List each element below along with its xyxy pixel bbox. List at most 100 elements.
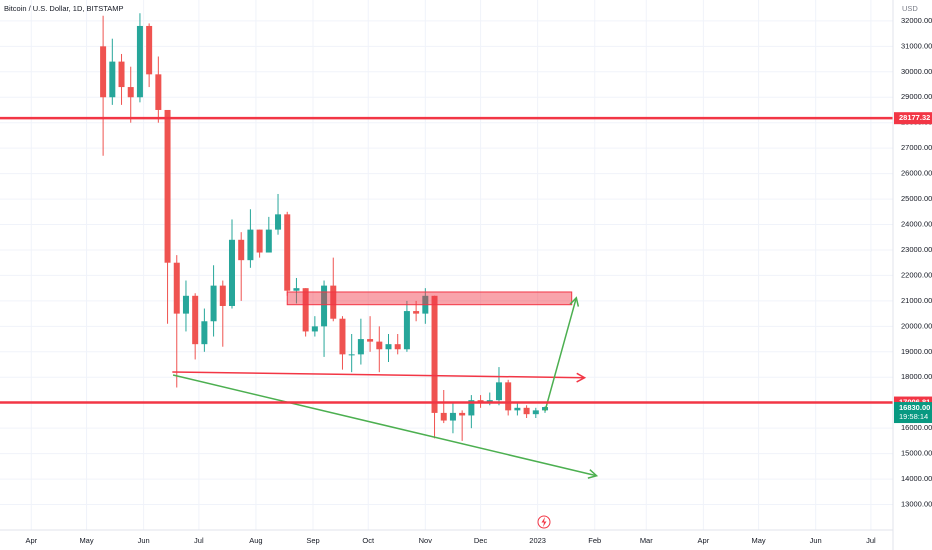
candle-body [155, 74, 162, 110]
price-badge-label: 17006.81 [899, 398, 930, 407]
y-tick-label: 24000.00 [901, 220, 932, 229]
countdown-label: 19:58:14 [899, 412, 928, 421]
x-tick-label: 2023 [529, 536, 546, 545]
y-tick-label: 16000.00 [901, 423, 932, 432]
y-tick-label: 31000.00 [901, 41, 932, 50]
candle-body [394, 344, 401, 350]
candle-body [210, 285, 217, 322]
grid [0, 0, 893, 530]
candle-body [164, 109, 171, 263]
candle-body [311, 326, 318, 332]
price-badge-label: 28177.32 [899, 113, 930, 122]
y-tick-label: 26000.00 [901, 169, 932, 178]
x-tick-label: Jul [866, 536, 876, 545]
trend-line [172, 374, 597, 477]
y-tick-label: 18000.00 [901, 372, 932, 381]
candle-body [339, 318, 346, 355]
y-tick-label: 20000.00 [901, 321, 932, 330]
x-tick-label: Aug [249, 536, 262, 545]
candle-body [100, 46, 107, 98]
candle-body [228, 239, 235, 306]
y-tick-label: 32000.00 [901, 16, 932, 25]
candle-body [449, 412, 456, 421]
x-tick-label: Jul [194, 536, 204, 545]
x-tick-label: Nov [419, 536, 433, 545]
arrow-head [576, 372, 587, 383]
x-tick-label: Jun [810, 536, 822, 545]
candle-body [302, 288, 309, 332]
candle-body [523, 407, 530, 415]
candle-body [109, 61, 116, 98]
x-tick-label: Dec [474, 536, 488, 545]
candle-body [136, 25, 143, 98]
candle-body [413, 311, 420, 314]
y-tick-label: 13000.00 [901, 500, 932, 509]
x-tick-label: Apr [698, 536, 710, 545]
candle-body [201, 321, 208, 345]
trend-line [544, 297, 578, 412]
candle-body [284, 214, 291, 291]
y-tick-label: 14000.00 [901, 474, 932, 483]
candle-body [385, 344, 392, 350]
x-tick-label: Jun [138, 536, 150, 545]
candle-body [367, 339, 374, 342]
candle-body [357, 339, 364, 355]
y-tick-label: 30000.00 [901, 67, 932, 76]
candle-body [321, 285, 328, 327]
last-price-badge [894, 402, 932, 424]
y-tick-label: 19000.00 [901, 347, 932, 356]
x-tick-label: Apr [25, 536, 37, 545]
y-tick-label: 25000.00 [901, 194, 932, 203]
candle-body [293, 288, 300, 291]
trend-line [172, 371, 585, 379]
candle-body [219, 285, 226, 306]
candle-body [376, 341, 383, 350]
y-tick-label: 29000.00 [901, 92, 932, 101]
candle-body [127, 87, 134, 98]
candle-body [118, 61, 125, 88]
y-tick-label: 22000.00 [901, 270, 932, 279]
plot [0, 13, 893, 479]
x-tick-label: May [79, 536, 93, 545]
currency-label: USD [902, 4, 918, 13]
y-tick-label: 15000.00 [901, 449, 932, 458]
candle-body [275, 214, 282, 230]
candle-body [459, 412, 466, 416]
price-badge [894, 112, 932, 125]
candle-body [431, 295, 438, 413]
arrow-head [569, 296, 580, 307]
events-icon[interactable] [537, 515, 551, 529]
y-tick-label: 27000.00 [901, 143, 932, 152]
y-tick-label: 23000.00 [901, 245, 932, 254]
candle-body [256, 229, 263, 253]
candle-body [505, 382, 512, 411]
y-tick-label: 21000.00 [901, 296, 932, 305]
x-tick-label: Mar [640, 536, 653, 545]
candle-body [468, 400, 475, 416]
arrow-head [587, 469, 599, 479]
x-tick-label: May [752, 536, 766, 545]
candle-body [403, 311, 410, 350]
x-tick-label: Feb [588, 536, 601, 545]
supply-zone [286, 291, 573, 306]
candle-body [192, 295, 199, 345]
candle-body [495, 382, 502, 401]
candle-body [514, 407, 521, 411]
candle-body [173, 262, 180, 314]
candle-body [182, 295, 189, 314]
candle-body [247, 229, 254, 261]
candle-body [265, 229, 272, 253]
x-tick-label: Sep [306, 536, 319, 545]
candle-body [532, 410, 539, 415]
candle-body [330, 285, 337, 319]
x-tick-label: Oct [362, 536, 375, 545]
last-price-label: 16830.00 [899, 403, 930, 412]
candle-body [440, 412, 447, 421]
candle-body [348, 354, 355, 356]
chart-title: Bitcoin / U.S. Dollar, 1D, BITSTAMP [4, 4, 123, 13]
candle-body [238, 239, 245, 261]
axes: 13000.0014000.0015000.0016000.0017000.00… [25, 16, 932, 545]
candle-body [146, 25, 153, 75]
